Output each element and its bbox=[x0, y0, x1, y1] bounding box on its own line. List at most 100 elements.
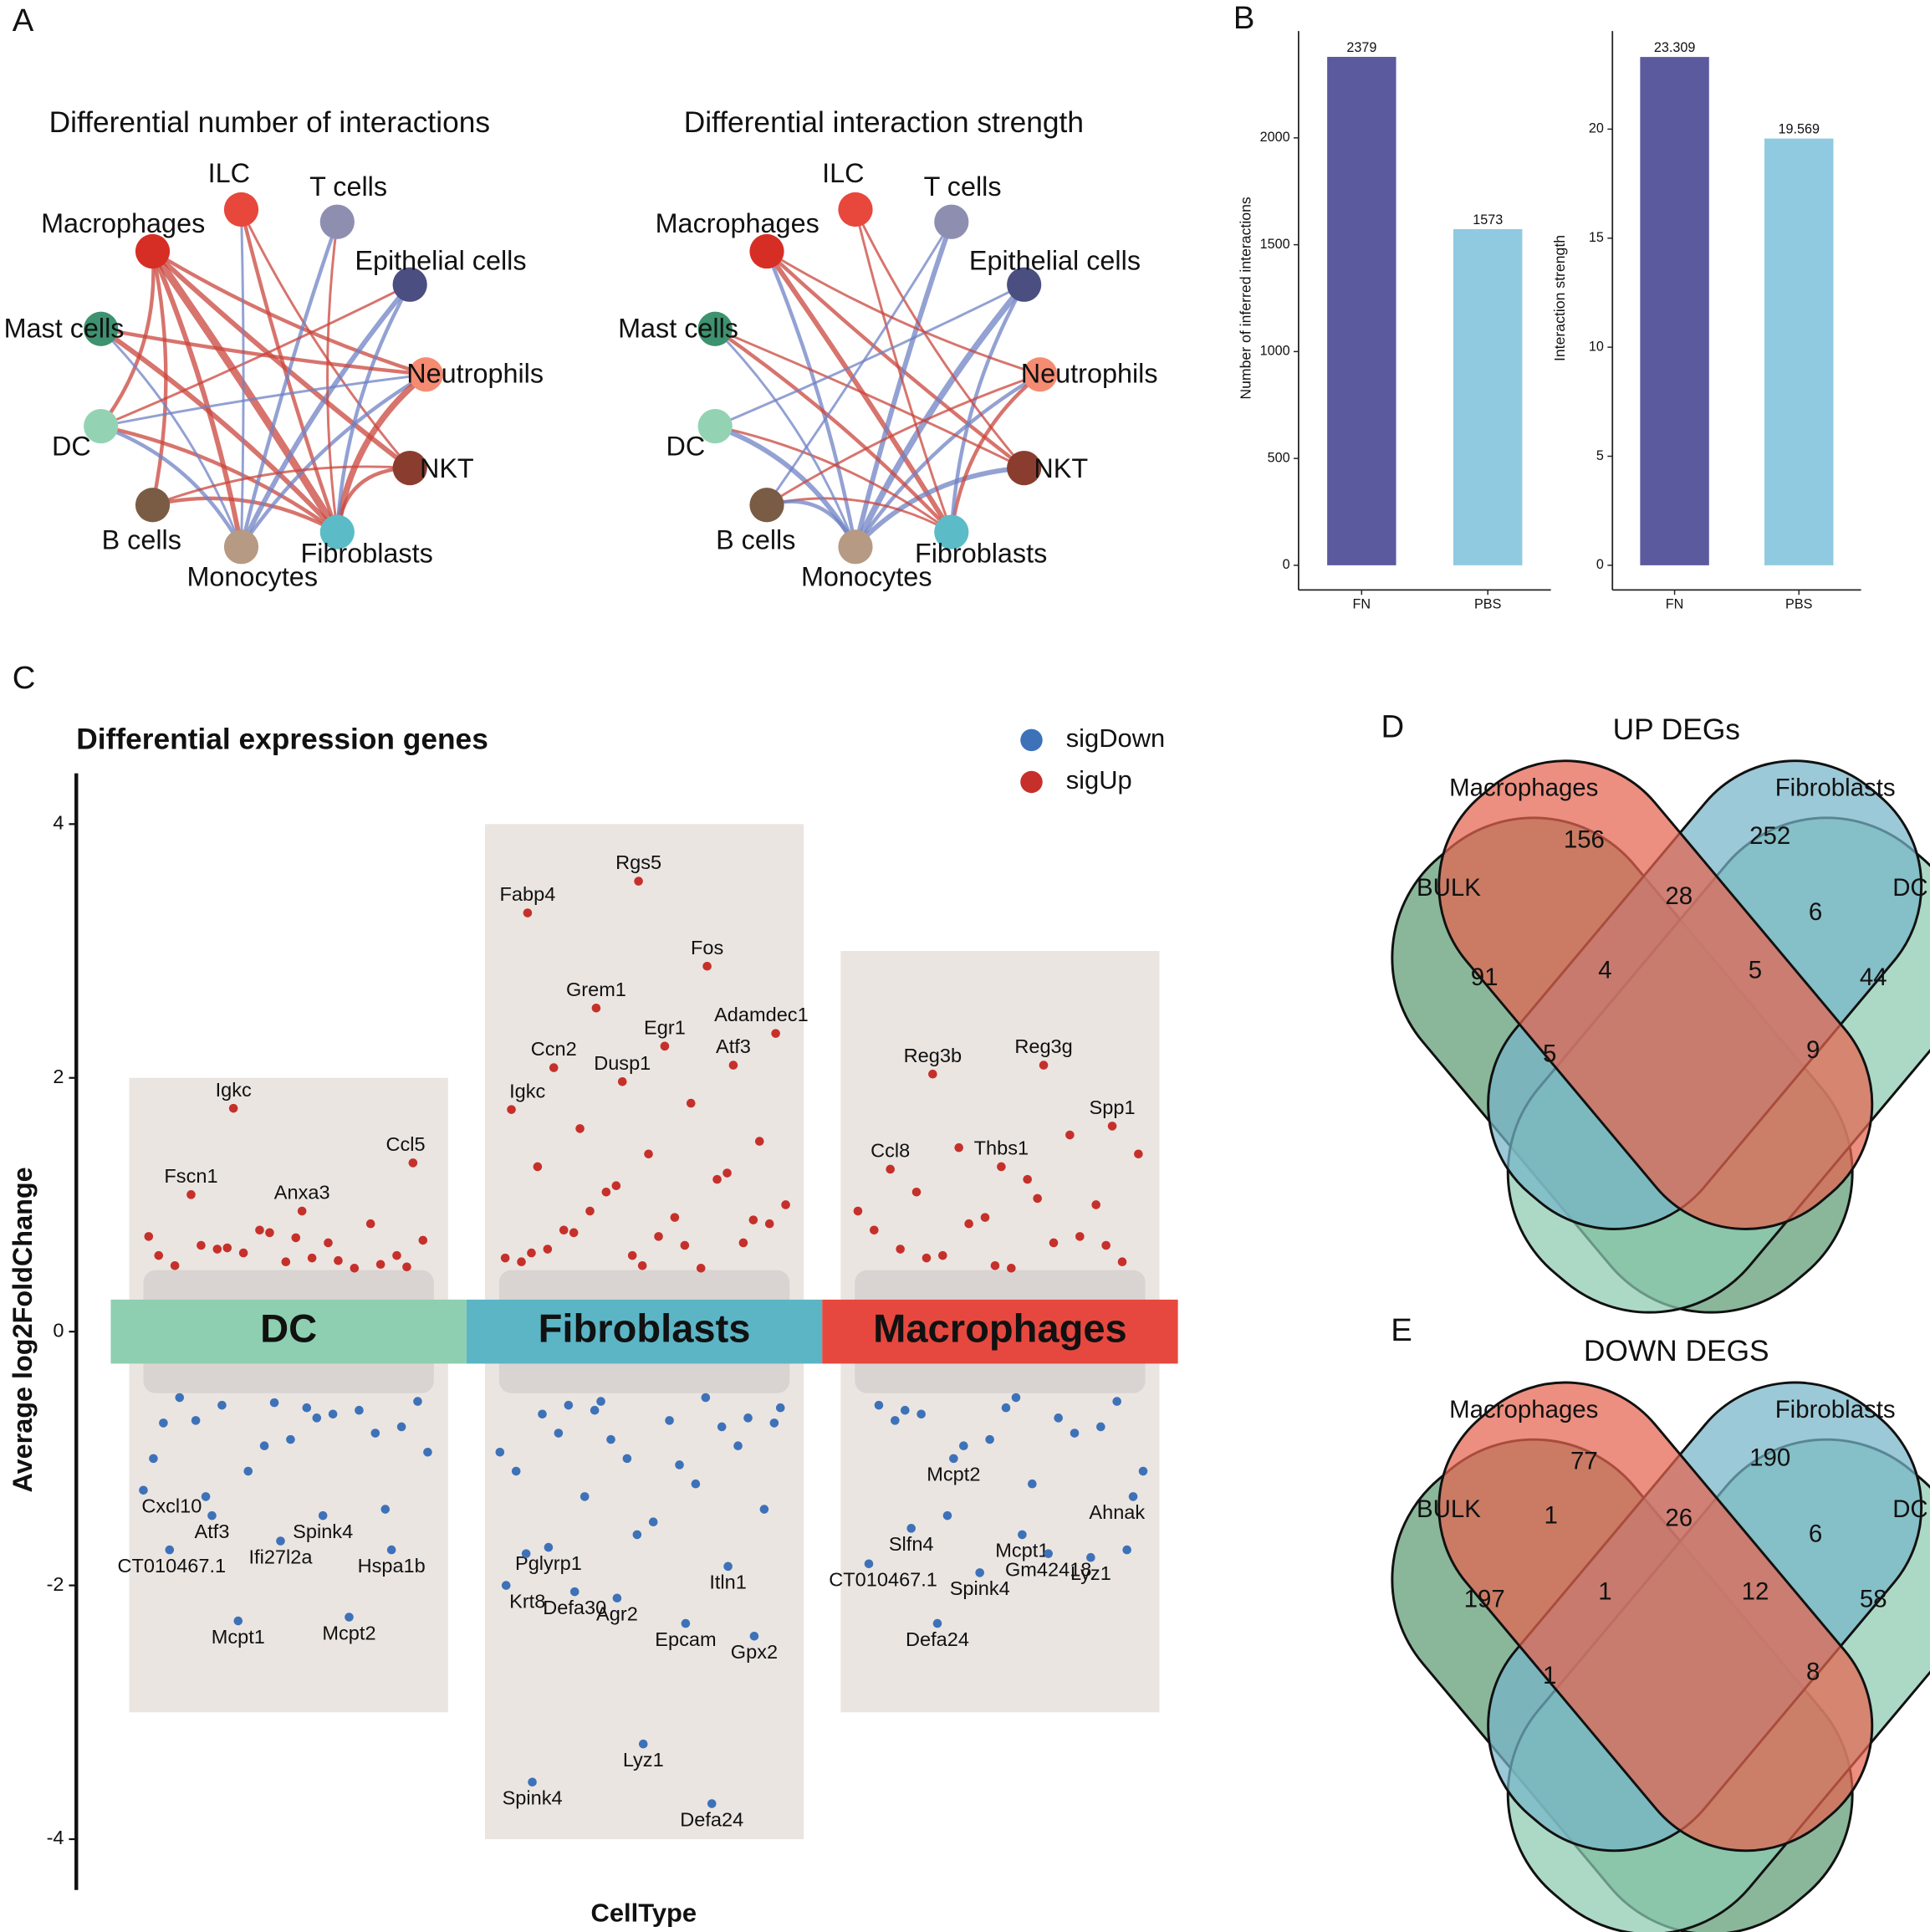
edge bbox=[100, 424, 339, 534]
point bbox=[701, 1393, 711, 1403]
point bbox=[1039, 1061, 1049, 1070]
node-label: Mast cells bbox=[4, 313, 125, 343]
venn-set-label: Macrophages bbox=[1449, 774, 1598, 802]
point bbox=[350, 1264, 360, 1273]
venn-count: 12 bbox=[1742, 1578, 1769, 1606]
gene-label: CT010467.1 bbox=[118, 1555, 227, 1577]
point bbox=[402, 1262, 411, 1272]
gene-label: Ccl5 bbox=[385, 1133, 425, 1155]
gene-label: Hspa1b bbox=[358, 1555, 426, 1577]
edge bbox=[335, 284, 412, 533]
node-label: T cells bbox=[309, 171, 387, 202]
node-label: Monocytes bbox=[186, 562, 318, 592]
point bbox=[764, 1219, 774, 1229]
gene-label: Egr1 bbox=[644, 1016, 686, 1038]
point bbox=[911, 1187, 922, 1197]
gene-label: Reg3g bbox=[1014, 1035, 1072, 1057]
venn-count: 1 bbox=[1598, 1578, 1611, 1606]
point bbox=[959, 1441, 968, 1451]
point bbox=[743, 1413, 753, 1423]
venn-count: 5 bbox=[1543, 1040, 1556, 1067]
gene-label: Anxa3 bbox=[274, 1182, 330, 1204]
point bbox=[606, 1434, 615, 1444]
bar bbox=[1453, 228, 1523, 565]
point bbox=[392, 1250, 401, 1260]
point bbox=[569, 1587, 580, 1597]
gene-label: Mcpt2 bbox=[927, 1464, 980, 1485]
edge bbox=[238, 283, 412, 549]
point bbox=[686, 1098, 696, 1108]
node-label: Fibroblasts bbox=[915, 539, 1047, 569]
gene-label: Mcpt1 bbox=[995, 1540, 1049, 1561]
point bbox=[1117, 1257, 1127, 1267]
point bbox=[617, 1076, 627, 1086]
node-label: ILC bbox=[208, 158, 250, 188]
point bbox=[637, 1260, 647, 1270]
category-strip bbox=[822, 1299, 1178, 1364]
gene-label: Ccn2 bbox=[531, 1038, 577, 1060]
panel-label: C bbox=[13, 660, 36, 696]
point bbox=[1138, 1466, 1148, 1476]
y-axis-label: Number of inferred interactions bbox=[1238, 197, 1254, 400]
point bbox=[738, 1238, 748, 1248]
point bbox=[733, 1441, 743, 1451]
point bbox=[355, 1405, 364, 1415]
point bbox=[302, 1403, 312, 1413]
venn-count: 8 bbox=[1806, 1658, 1820, 1685]
y-tick-label: 1000 bbox=[1260, 344, 1290, 359]
edge bbox=[151, 249, 411, 470]
edge bbox=[152, 496, 339, 534]
venn-set-label: Fibroblasts bbox=[1775, 774, 1896, 802]
venn-count: 6 bbox=[1809, 1521, 1822, 1548]
gene-label: Gpx2 bbox=[731, 1641, 778, 1663]
gene-label: Rgs5 bbox=[615, 851, 661, 873]
point bbox=[942, 1510, 952, 1521]
point bbox=[554, 1429, 564, 1438]
edge bbox=[764, 250, 858, 548]
gene-label: Itln1 bbox=[709, 1572, 747, 1593]
point bbox=[318, 1510, 328, 1521]
gene-label: Lyz1 bbox=[623, 1749, 664, 1771]
point bbox=[990, 1260, 1000, 1270]
edge bbox=[100, 373, 426, 427]
point bbox=[1023, 1174, 1032, 1184]
edge bbox=[949, 373, 1042, 533]
gene-label: Igkc bbox=[509, 1080, 545, 1101]
point bbox=[501, 1581, 511, 1590]
point bbox=[243, 1466, 253, 1476]
edge bbox=[852, 282, 1027, 549]
point bbox=[1107, 1122, 1117, 1131]
gene-label: Spink4 bbox=[293, 1521, 353, 1542]
gene-label: Defa24 bbox=[680, 1808, 743, 1830]
gene-label: Mcpt1 bbox=[212, 1626, 265, 1648]
node-label: Epithelial cells bbox=[355, 245, 526, 275]
point bbox=[928, 1069, 937, 1079]
point bbox=[507, 1105, 516, 1114]
point bbox=[370, 1429, 380, 1438]
panel-label: E bbox=[1391, 1312, 1412, 1348]
legend-marker bbox=[1020, 770, 1043, 794]
point bbox=[886, 1164, 895, 1174]
point bbox=[644, 1149, 653, 1159]
point bbox=[1018, 1530, 1027, 1540]
gene-label: Spp1 bbox=[1090, 1096, 1136, 1118]
node bbox=[408, 357, 443, 392]
node-label: Fibroblasts bbox=[300, 539, 432, 569]
venn-count: 77 bbox=[1570, 1448, 1598, 1475]
point bbox=[527, 1248, 536, 1258]
point bbox=[612, 1593, 622, 1603]
node bbox=[223, 529, 259, 565]
point bbox=[559, 1225, 569, 1235]
gene-label: Atf3 bbox=[195, 1521, 230, 1542]
point bbox=[985, 1434, 994, 1444]
x-tick-label: PBS bbox=[1785, 596, 1813, 611]
point bbox=[670, 1213, 680, 1222]
point bbox=[186, 1190, 196, 1199]
venn-count: 6 bbox=[1809, 898, 1822, 926]
node bbox=[135, 488, 171, 523]
point bbox=[307, 1253, 317, 1263]
venn-title: UP DEGs bbox=[1613, 713, 1740, 746]
point bbox=[233, 1616, 243, 1626]
edge bbox=[239, 372, 427, 549]
node-label: ILC bbox=[822, 158, 864, 188]
